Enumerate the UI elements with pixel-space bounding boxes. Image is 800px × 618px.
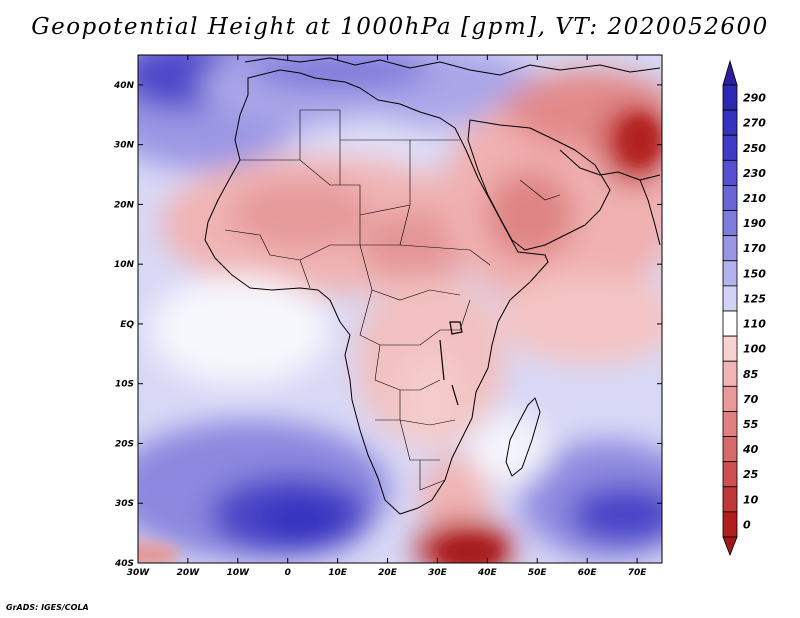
colorbar-swatch (722, 84, 738, 111)
colorbar-level-label: 270 (743, 117, 766, 130)
colorbar-swatch (722, 134, 738, 161)
lat-tick-label: 30N (114, 141, 135, 151)
colorbar-swatch (722, 235, 738, 262)
colorbar-swatch (722, 360, 738, 387)
lon-tick-label: 30E (428, 568, 448, 578)
colorbar-swatch (722, 159, 738, 186)
colorbar-level-label: 100 (743, 343, 766, 356)
lon-tick-label: 10W (227, 568, 251, 578)
axis-ticks (137, 55, 662, 564)
lon-tick-label: 0 (285, 568, 291, 578)
lon-tick-label: 70E (628, 568, 648, 578)
lon-tick-label: 20W (177, 568, 201, 578)
lakes (439, 321, 463, 406)
plot-frame (137, 54, 663, 564)
colorbar-swatch (722, 260, 738, 287)
madagascar-coastline (505, 397, 541, 477)
colorbar-swatch (722, 310, 738, 337)
coastlines (204, 57, 661, 515)
colorbar-labels: 2902702502302101901701501251101008570554… (742, 92, 766, 532)
colorbar-level-label: 250 (743, 142, 766, 155)
colorbar-swatch (722, 436, 738, 463)
lat-tick-label: 10N (114, 260, 135, 270)
lon-tick-label: 20E (378, 568, 398, 578)
colorbar-swatch (722, 335, 738, 362)
colorbar-swatch (722, 385, 738, 412)
colorbar-swatch (722, 411, 738, 437)
lat-tick-label: 10S (115, 380, 134, 390)
axis-tick-labels: 30W 20W 10W 0 10E 20E 30E 40E 50E 60E 70E 40N 30N 20N… (113, 81, 647, 578)
colorbar-level-label: 290 (743, 92, 766, 105)
arabia-coastline (467, 119, 611, 251)
africa-coastline (204, 69, 549, 515)
colorbar-level-label: 70 (743, 393, 759, 406)
lat-tick-label: 40S (114, 559, 134, 569)
map-title: Geopotential Height at 1000hPa [gpm], VT… (31, 14, 769, 40)
country-borders (224, 109, 561, 491)
colorbar-swatch (722, 461, 738, 488)
lon-tick-label: 40E (477, 568, 498, 578)
colorbar-level-label: 210 (743, 192, 766, 205)
height-field (138, 55, 662, 563)
colorbar-level-label: 85 (743, 368, 759, 381)
lon-tick-label: 10E (328, 568, 348, 578)
europe-coastline (244, 57, 661, 76)
colorbar-level-label: 150 (743, 267, 766, 280)
colorbar-swatch (722, 511, 738, 538)
colorbar-swatch (722, 109, 738, 136)
colorbar-swatch (722, 210, 738, 237)
lat-tick-label: 30S (115, 499, 134, 509)
colorbar-level-label: 125 (743, 292, 766, 305)
lat-tick-label: 20N (114, 200, 135, 210)
colorbar-bottom-arrow (722, 536, 738, 557)
lon-tick-label: 50E (528, 568, 548, 578)
lat-tick-label: EQ (120, 320, 134, 330)
lon-tick-label: 30W (127, 568, 151, 578)
colorbar-swatch (722, 185, 738, 211)
colorbar-swatch (722, 285, 738, 312)
colorbar-swatch (722, 486, 738, 513)
colorbar-level-label: 110 (743, 318, 766, 331)
colorbar-level-label: 230 (743, 167, 766, 180)
india-coastline (639, 179, 661, 246)
lat-tick-label: 20S (115, 439, 134, 449)
colorbar-top-arrow (722, 59, 738, 86)
lon-tick-label: 60E (578, 568, 598, 578)
colorbar-level-label: 40 (742, 443, 759, 456)
colorbar-level-label: 0 (743, 518, 751, 531)
persian-gulf-coast (559, 149, 661, 181)
colorbar-level-label: 170 (743, 242, 766, 255)
lat-tick-label: 40N (113, 81, 135, 91)
colorbar-level-label: 25 (743, 468, 759, 481)
field-detail (138, 115, 660, 563)
grads-credit: GrADS: IGES/COLA (6, 603, 89, 612)
colorbar-level-label: 190 (743, 217, 766, 230)
colorbar-level-label: 55 (743, 418, 759, 431)
colorbar (722, 59, 738, 557)
colorbar-level-label: 10 (743, 493, 759, 506)
